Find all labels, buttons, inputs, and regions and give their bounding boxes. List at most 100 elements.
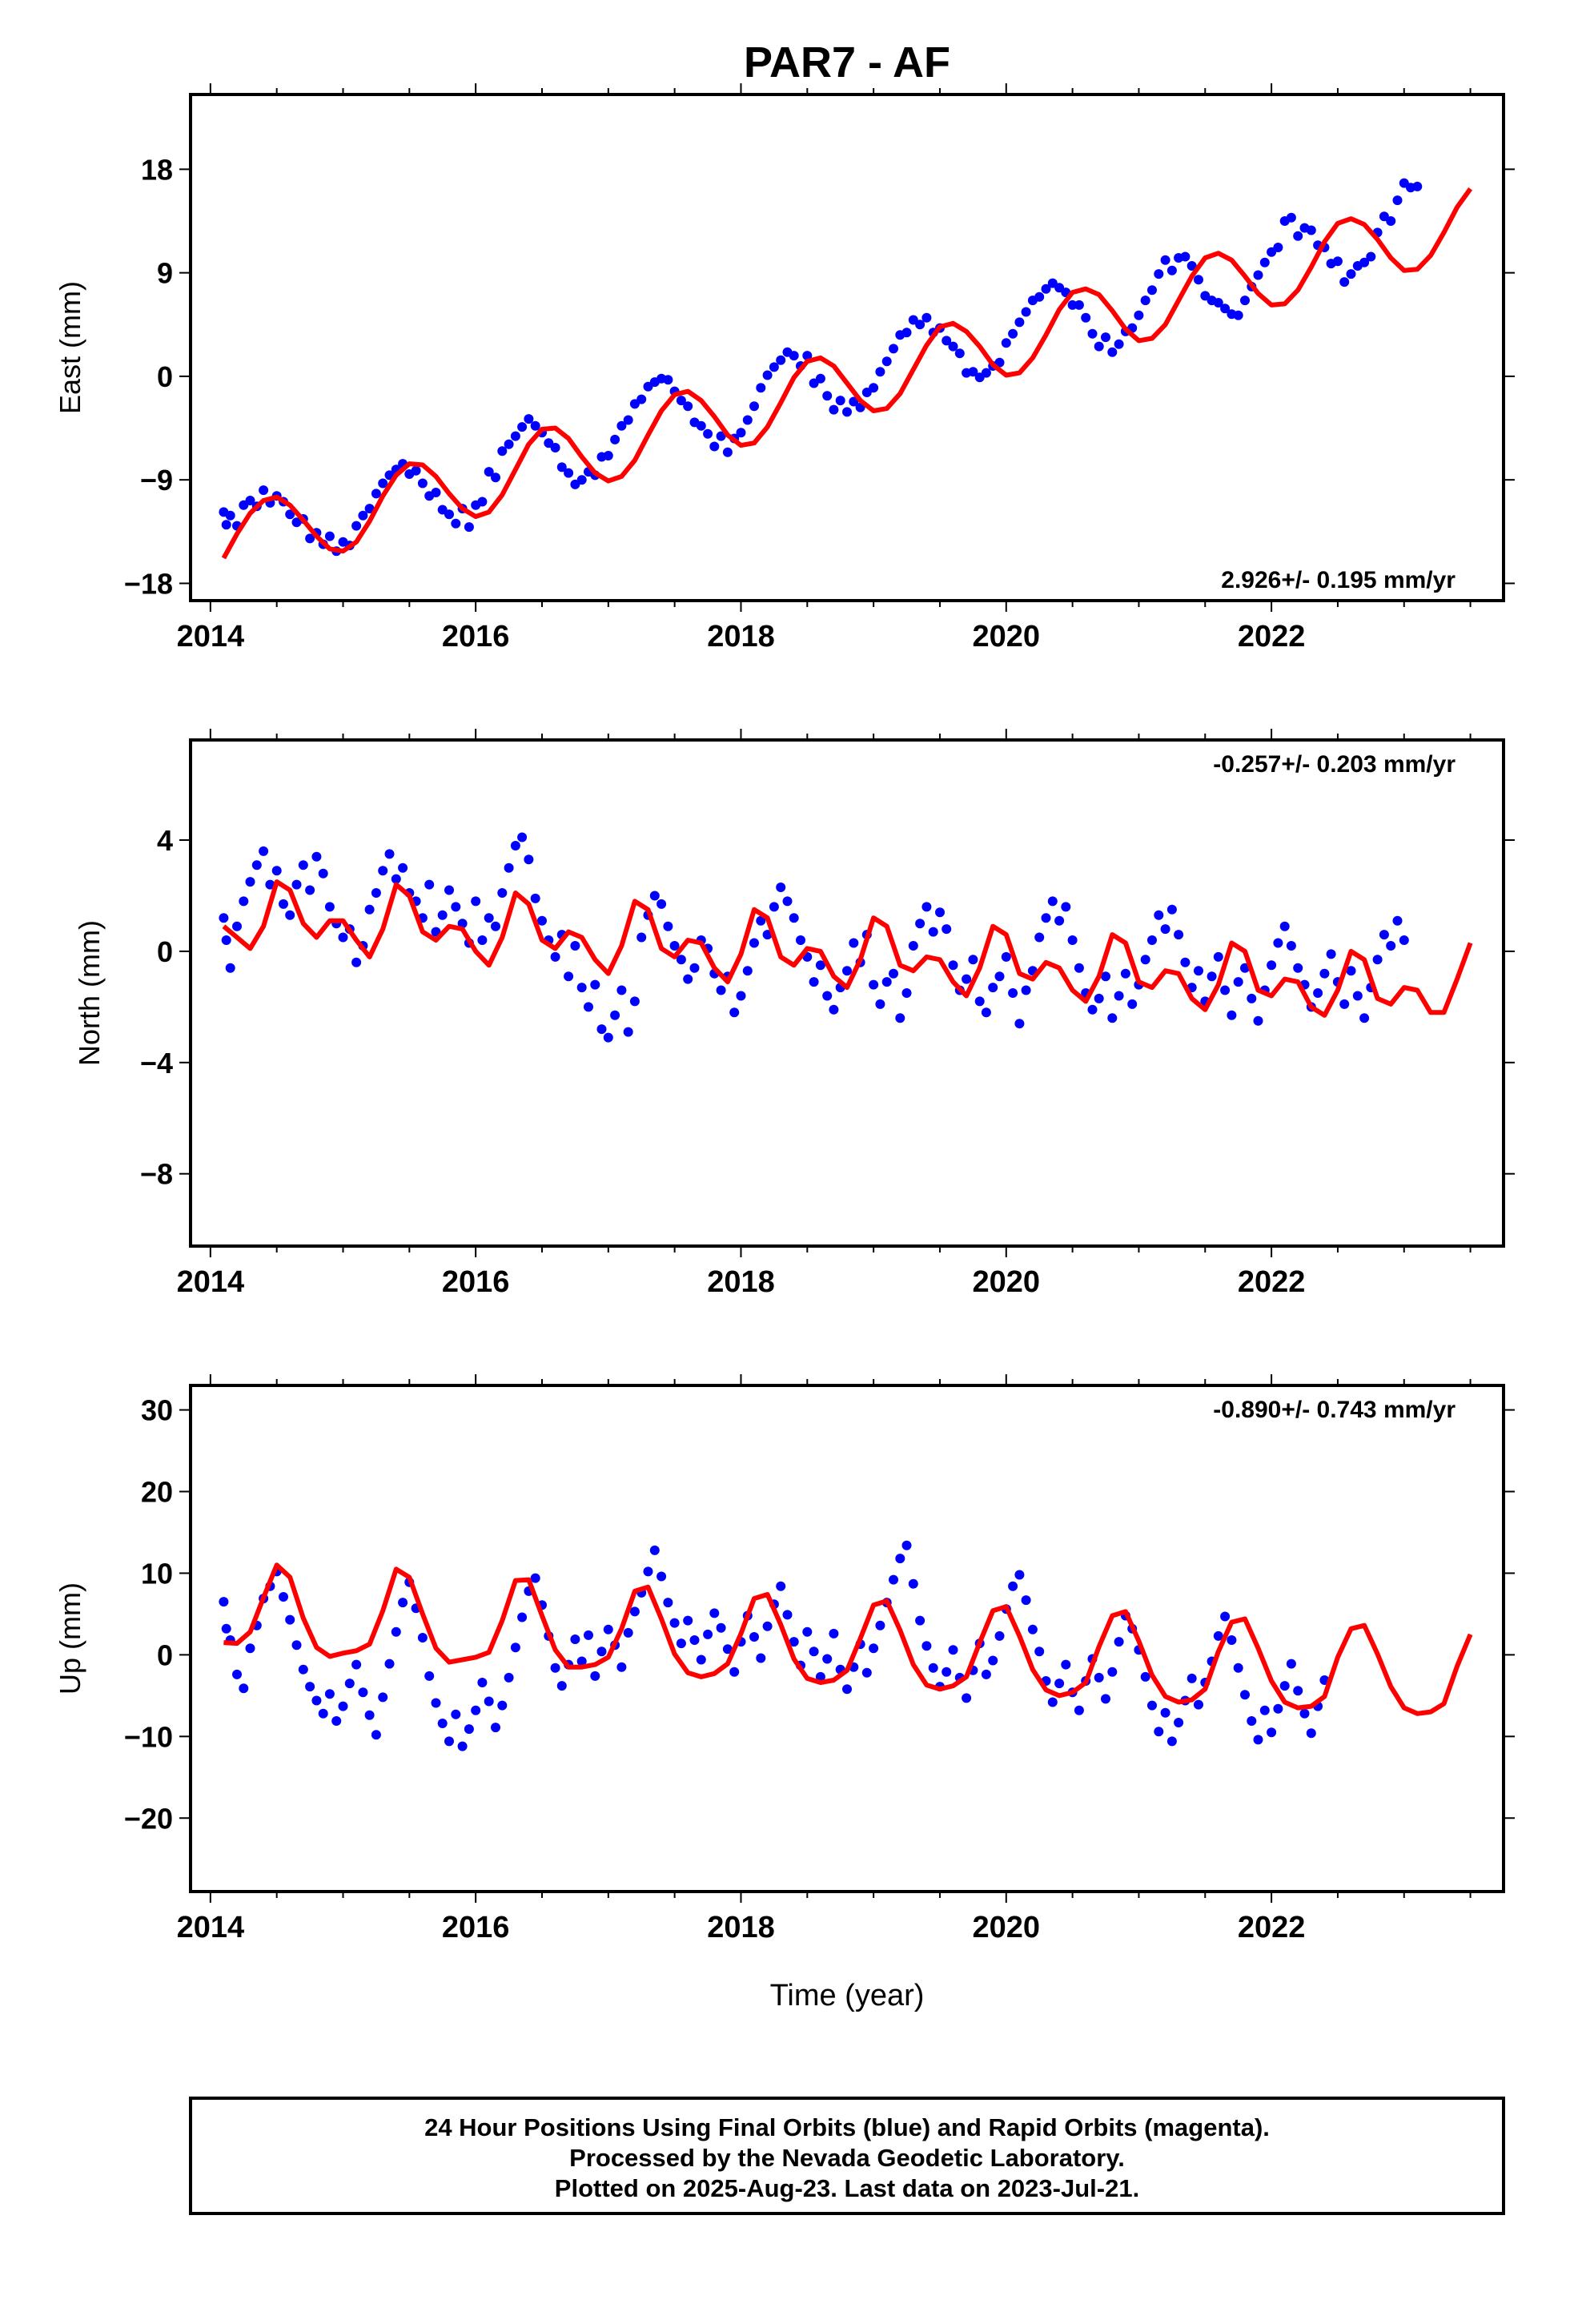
north-point [239,896,249,907]
north-point [974,996,985,1007]
up-point [471,1705,481,1715]
north-point [232,921,242,931]
up-point [815,1671,825,1682]
up-point [696,1655,706,1665]
up-point [1213,1630,1223,1641]
east-point [842,407,852,417]
up-point [245,1643,255,1654]
north-point [1034,932,1045,943]
up-point [629,1606,640,1617]
north-point [1087,1004,1098,1015]
east-point [524,414,534,424]
east-point [556,462,567,472]
up-point [1366,0,1375,5]
north-point [517,832,528,842]
east-point [610,434,620,444]
north-point [895,1013,905,1023]
up-point [1286,1659,1296,1669]
east-point [225,510,235,521]
up-point [822,1654,833,1664]
up-point [729,1667,740,1677]
east-point [371,489,381,499]
north-point [1061,902,1071,912]
up-point [994,1630,1005,1641]
east-point [623,415,633,425]
up-x-tick-label: 2016 [442,1911,510,1944]
up-point [1094,1672,1104,1683]
up-point [709,1608,720,1618]
north-point [935,907,945,918]
up-point [1107,1667,1118,1677]
up-point [928,1663,938,1673]
east-point [1101,332,1110,343]
east-point [364,504,375,514]
north-point [1466,0,1476,5]
up-point [889,1574,898,1585]
up-point [716,1622,726,1633]
up-point [219,1597,229,1607]
east-point [881,356,892,367]
east-point [683,401,693,412]
up-point [451,1709,461,1719]
north-point [782,896,793,907]
up-point [1166,1736,1177,1747]
east-point [722,447,733,457]
east-point [451,518,461,529]
up-point [344,1679,355,1689]
east-point [889,344,898,354]
east-point [1426,0,1435,5]
east-point [1001,338,1011,348]
east-point [968,367,978,377]
north-point [251,860,262,870]
up-x-tick-label: 2022 [1238,1911,1306,1944]
up-point [1220,1611,1231,1622]
east-x-tick-label: 2014 [177,620,245,653]
east-point [1392,195,1403,206]
up-point [1140,1671,1150,1682]
north-point [981,1007,991,1018]
up-point [510,1642,520,1653]
up-point [1353,0,1363,5]
east-point [1147,285,1157,296]
up-point [861,1667,872,1678]
north-point [564,971,574,982]
north-frame [189,738,1505,1248]
east-point [1273,243,1283,252]
up-point [1147,1700,1157,1711]
up-y-tick-label: 0 [157,1638,173,1671]
east-point [1412,181,1423,191]
east-point [1240,296,1250,306]
east-point [444,509,454,520]
north-point [318,868,328,879]
up-point [318,1708,328,1719]
east-point [324,531,335,541]
east-point [981,368,991,378]
up-point [1253,1735,1263,1745]
north-point [351,957,362,967]
north-point [279,899,288,909]
up-y-axis-label: Up (mm) [54,1582,86,1695]
up-y-tick-label: 10 [141,1557,173,1590]
north-point [1220,985,1231,995]
north-point [364,904,375,915]
up-point [596,1647,607,1657]
up-point [1054,1679,1065,1689]
north-x-tick-label: 2020 [973,1265,1041,1299]
up-point [1279,1681,1290,1691]
up-point [570,1634,580,1644]
north-point [1067,935,1078,945]
east-point [829,404,839,415]
east-point [1094,341,1104,352]
up-point [504,1672,514,1683]
east-point [1452,0,1462,5]
north-point [849,938,859,948]
east-x-tick-label: 2022 [1238,620,1306,653]
north-y-tick-label: 0 [157,935,173,968]
north-point [265,879,275,890]
north-x-tick-label: 2014 [177,1265,245,1299]
north-point [1147,935,1157,945]
north-point [921,902,932,912]
east-y-tick-label: −9 [140,464,173,497]
north-point [889,968,898,979]
north-point [311,851,322,862]
